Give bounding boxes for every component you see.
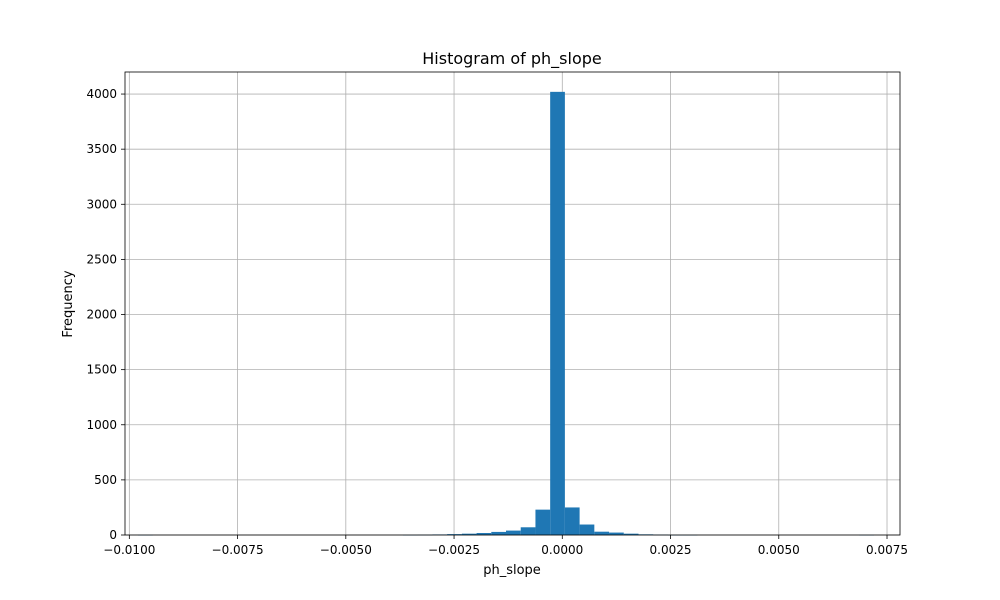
x-axis-label: ph_slope — [483, 563, 541, 578]
grid-lines — [125, 72, 900, 536]
y-tick-label: 2000 — [86, 308, 117, 322]
plot-frame — [124, 71, 901, 536]
histogram-bars — [137, 91, 875, 536]
histogram-bar — [550, 91, 565, 535]
x-tick-label: 0.0050 — [758, 543, 800, 557]
x-tick-label: −0.0025 — [428, 543, 480, 557]
axis-ticks: −0.0100 −0.0075 −0.0050 −0.0025 0.0000 0.0025… — [86, 87, 908, 557]
y-axis-label: Frequency — [61, 270, 76, 337]
chart-title: Histogram of ph_slope — [422, 49, 601, 69]
histogram-bar — [476, 533, 492, 535]
y-tick-label: 2500 — [86, 252, 117, 266]
histogram-bar — [564, 507, 580, 535]
x-tick-label: 0.0075 — [866, 543, 908, 557]
histogram-bar — [491, 531, 507, 535]
histogram-bar — [609, 532, 624, 535]
histogram-bar — [461, 533, 477, 535]
x-tick-label: −0.0100 — [103, 543, 155, 557]
x-tick-label: −0.0075 — [212, 543, 264, 557]
y-tick-label: 3000 — [86, 197, 117, 211]
y-tick-label: 0 — [109, 528, 117, 542]
histogram-bar — [623, 533, 639, 535]
histogram-bar — [447, 534, 462, 535]
x-tick-label: −0.0050 — [320, 543, 372, 557]
y-tick-label: 3500 — [86, 142, 117, 156]
x-tick-label: 0.0025 — [650, 543, 692, 557]
histogram-bar — [579, 524, 595, 535]
y-tick-label: 1500 — [86, 363, 117, 377]
y-tick-label: 4000 — [86, 87, 117, 101]
y-tick-label: 500 — [94, 473, 117, 487]
histogram-bar — [520, 527, 536, 535]
histogram-bar — [535, 509, 551, 535]
histogram-bar — [594, 531, 610, 535]
y-tick-label: 1000 — [86, 418, 117, 432]
histogram-bar — [506, 530, 521, 535]
x-tick-label: 0.0000 — [541, 543, 583, 557]
